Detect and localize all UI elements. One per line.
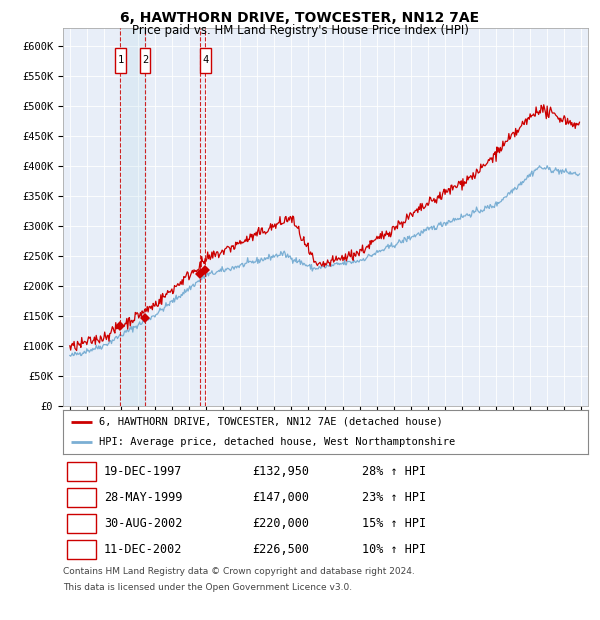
FancyBboxPatch shape <box>140 48 151 73</box>
FancyBboxPatch shape <box>115 48 126 73</box>
Text: Price paid vs. HM Land Registry's House Price Index (HPI): Price paid vs. HM Land Registry's House … <box>131 24 469 37</box>
Text: 4: 4 <box>202 55 208 65</box>
Text: 19-DEC-1997: 19-DEC-1997 <box>104 465 182 477</box>
FancyBboxPatch shape <box>67 540 96 559</box>
Text: 3: 3 <box>78 517 85 529</box>
FancyBboxPatch shape <box>67 514 96 533</box>
Text: £226,500: £226,500 <box>252 543 309 556</box>
FancyBboxPatch shape <box>67 462 96 480</box>
Bar <box>121 28 145 406</box>
Text: 1: 1 <box>78 465 85 477</box>
Text: 4: 4 <box>78 543 85 556</box>
Text: 10% ↑ HPI: 10% ↑ HPI <box>362 543 427 556</box>
Text: 30-AUG-2002: 30-AUG-2002 <box>104 517 182 529</box>
FancyBboxPatch shape <box>67 488 96 507</box>
Text: 23% ↑ HPI: 23% ↑ HPI <box>362 491 427 503</box>
Text: 2: 2 <box>142 55 148 65</box>
Text: 6, HAWTHORN DRIVE, TOWCESTER, NN12 7AE: 6, HAWTHORN DRIVE, TOWCESTER, NN12 7AE <box>121 11 479 25</box>
Text: £132,950: £132,950 <box>252 465 309 477</box>
Text: 15% ↑ HPI: 15% ↑ HPI <box>362 517 427 529</box>
Text: 28-MAY-1999: 28-MAY-1999 <box>104 491 182 503</box>
Text: Contains HM Land Registry data © Crown copyright and database right 2024.: Contains HM Land Registry data © Crown c… <box>63 567 415 576</box>
FancyBboxPatch shape <box>200 48 211 73</box>
Text: 11-DEC-2002: 11-DEC-2002 <box>104 543 182 556</box>
Text: This data is licensed under the Open Government Licence v3.0.: This data is licensed under the Open Gov… <box>63 583 352 592</box>
Text: HPI: Average price, detached house, West Northamptonshire: HPI: Average price, detached house, West… <box>98 437 455 448</box>
Text: £147,000: £147,000 <box>252 491 309 503</box>
Text: 2: 2 <box>78 491 85 503</box>
Text: 1: 1 <box>118 55 124 65</box>
Text: £220,000: £220,000 <box>252 517 309 529</box>
Text: 28% ↑ HPI: 28% ↑ HPI <box>362 465 427 477</box>
Text: 6, HAWTHORN DRIVE, TOWCESTER, NN12 7AE (detached house): 6, HAWTHORN DRIVE, TOWCESTER, NN12 7AE (… <box>98 417 442 427</box>
